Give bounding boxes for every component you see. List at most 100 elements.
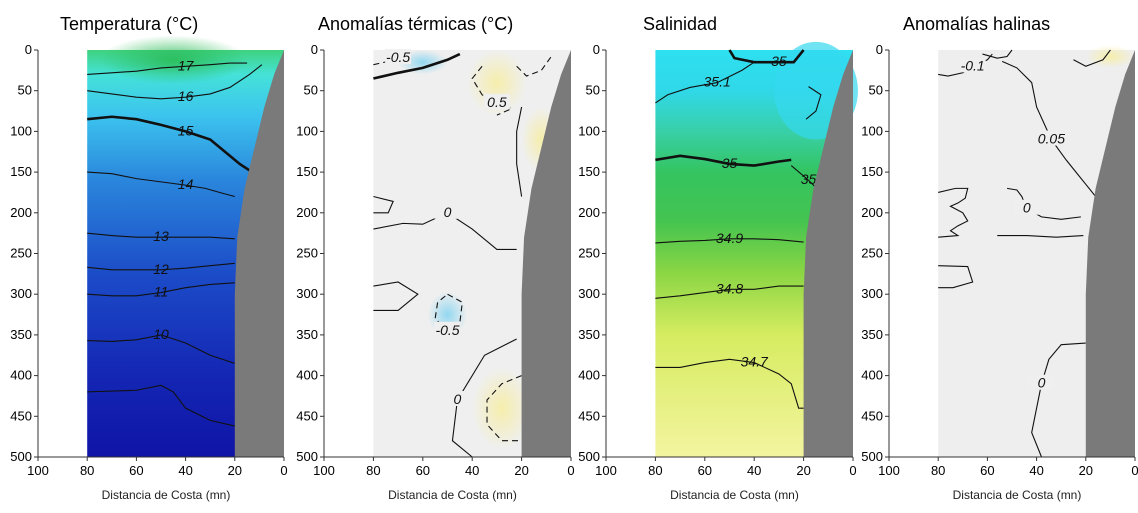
x-tick-label: 100 (878, 463, 900, 478)
contour-line (451, 338, 517, 458)
contour-line (516, 56, 552, 77)
y-tick-label: 100 (578, 123, 600, 138)
y-tick-label: 300 (578, 286, 600, 301)
contour-line (87, 282, 235, 297)
x-tick-label: 20 (1079, 463, 1093, 478)
panel-salinity: Salinidad 35 35.1 35 35 34.9 34.8 34.7 0 50 100 150… (578, 14, 858, 502)
y-tick-label: 350 (296, 327, 318, 342)
y-tick-label: 450 (10, 408, 32, 423)
contour-label: -0.5 (435, 322, 459, 338)
contour-line (87, 384, 235, 427)
y-tick-label: 350 (861, 327, 883, 342)
y-tick-label: 200 (578, 205, 600, 220)
contour-line (997, 235, 1084, 238)
contour-label: -0.5 (386, 49, 410, 65)
contour-label: 34.9 (716, 230, 743, 246)
contour-line (516, 106, 523, 197)
y-tick-label: 500 (578, 449, 600, 464)
contour-label-bg (1038, 130, 1065, 146)
contour-label-bg (434, 203, 461, 219)
contour-line (373, 195, 394, 214)
x-tick-label: 60 (980, 463, 994, 478)
contour-label: 35 (771, 53, 787, 69)
contour-label-bg (1028, 374, 1055, 390)
y-tick-label: 100 (10, 123, 32, 138)
contour-label: 34.8 (716, 280, 743, 296)
x-tick-label: 20 (228, 463, 242, 478)
y-tick-label: 350 (10, 327, 32, 342)
contour-line (938, 265, 974, 289)
y-tick-label: 500 (861, 449, 883, 464)
panel-title: Anomalías halinas (903, 14, 1050, 34)
y-tick-label: 0 (311, 42, 318, 57)
contour-label: 11 (154, 284, 169, 300)
y-tick-label: 500 (296, 449, 318, 464)
contour-label-bg (1013, 199, 1040, 215)
y-tick-label: 0 (876, 42, 883, 57)
x-tick-label: 100 (595, 463, 617, 478)
y-tick-label: 50 (18, 83, 32, 98)
y-tick-label: 0 (593, 42, 600, 57)
contour-label: 34.7 (741, 354, 769, 370)
contour-line (486, 375, 522, 442)
y-tick-label: 250 (296, 246, 318, 261)
x-tick-label: 40 (178, 463, 192, 478)
y-tick-label: 150 (578, 164, 600, 179)
contour-label: 10 (153, 326, 169, 342)
y-tick-label: 200 (296, 205, 318, 220)
contour-label: 0.05 (1038, 131, 1065, 147)
x-tick-label: 40 (465, 463, 479, 478)
x-tick-label: 0 (849, 463, 856, 478)
x-tick-label: 0 (1131, 463, 1138, 478)
y-tick-label: 150 (861, 164, 883, 179)
contour-label: 17 (178, 57, 195, 73)
contour-label: 35.1 (704, 74, 731, 90)
x-tick-label: 0 (567, 463, 574, 478)
y-tick-label: 250 (861, 246, 883, 261)
x-axis-label: Distancia de Costa (mn) (953, 488, 1082, 502)
panel-thermal-anomalies: Anomalías térmicas (°C) -0.5 0.5 0 -0.5 0 0 50 1… (296, 14, 574, 502)
x-tick-label: 60 (129, 463, 143, 478)
y-tick-label: 400 (296, 368, 318, 383)
x-tick-label: 40 (747, 463, 761, 478)
y-tick-label: 300 (10, 286, 32, 301)
x-tick-label: 80 (931, 463, 945, 478)
contour-label: -0.1 (961, 57, 985, 73)
y-tick-label: 450 (861, 408, 883, 423)
y-tick-label: 100 (296, 123, 318, 138)
contour-line (655, 285, 804, 299)
x-tick-label: 60 (698, 463, 712, 478)
warm-surface-patch (99, 35, 248, 85)
anomaly-patch (472, 367, 532, 449)
x-axis-label: Distancia de Costa (mn) (102, 488, 231, 502)
contour-line (655, 61, 755, 104)
y-tick-label: 150 (10, 164, 32, 179)
contour-label-bg (483, 93, 510, 109)
panel-haline-anomalies: Anomalías halinas-0.10.05000501001502002… (861, 14, 1138, 502)
contour-label: 0.5 (487, 94, 507, 110)
x-tick-label: 0 (280, 463, 287, 478)
continental-slope (521, 50, 571, 457)
y-tick-label: 400 (10, 368, 32, 383)
contour-line (87, 334, 235, 364)
x-tick-label: 60 (416, 463, 430, 478)
x-tick-label: 80 (80, 463, 94, 478)
contour-line (655, 358, 804, 409)
x-axis-label: Distancia de Costa (mn) (388, 488, 517, 502)
contour-label-bg (444, 391, 471, 407)
contour-label: 13 (153, 228, 169, 244)
y-tick-label: 400 (861, 368, 883, 383)
panel-title: Anomalías térmicas (°C) (318, 14, 513, 34)
x-axis-label: Distancia de Costa (mn) (670, 488, 799, 502)
y-tick-label: 50 (586, 83, 600, 98)
contour-label: 12 (153, 261, 169, 277)
x-tick-label: 40 (1029, 463, 1043, 478)
contour-label: 0 (453, 391, 461, 407)
contour-label: 15 (178, 122, 194, 138)
continental-slope (234, 50, 284, 457)
x-tick-label: 100 (313, 463, 335, 478)
y-tick-label: 50 (869, 83, 883, 98)
y-tick-label: 250 (10, 246, 32, 261)
contour-line (87, 232, 235, 240)
